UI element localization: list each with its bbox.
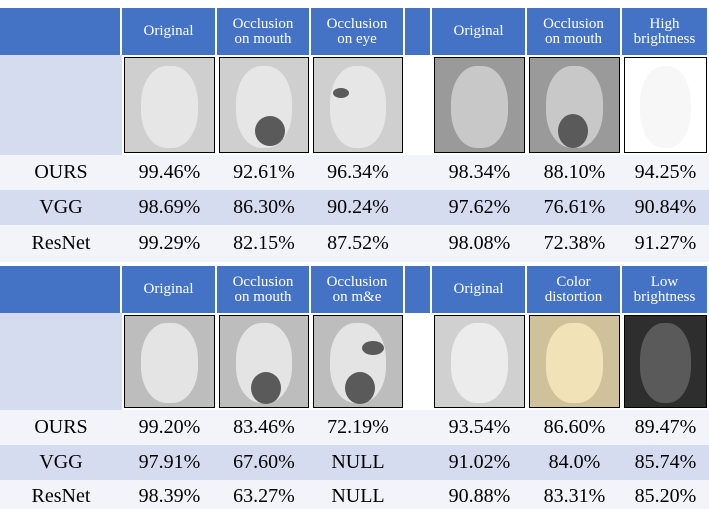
value-cell: 91.02% bbox=[432, 445, 527, 480]
column-header: High brightness bbox=[622, 8, 709, 55]
value-cell: 86.60% bbox=[527, 410, 622, 445]
row-label: ResNet bbox=[0, 480, 122, 509]
value-cell: 93.54% bbox=[432, 410, 527, 445]
row-label: OURS bbox=[0, 155, 122, 190]
value-cell: 85.20% bbox=[622, 480, 709, 509]
face-image bbox=[434, 315, 525, 408]
face-image bbox=[124, 315, 215, 408]
column-header: Color distortion bbox=[527, 266, 622, 313]
header-cell bbox=[0, 266, 122, 313]
value-cell: 63.27% bbox=[217, 480, 311, 509]
face-head bbox=[640, 323, 692, 403]
value-cell: 76.61% bbox=[527, 190, 622, 225]
value-cell: 87.52% bbox=[311, 225, 405, 262]
header-cell bbox=[0, 8, 122, 55]
column-header: Occlusion on mouth bbox=[527, 8, 622, 55]
occlusion bbox=[345, 372, 375, 404]
face-image bbox=[434, 57, 525, 153]
value-cell: 89.47% bbox=[622, 410, 709, 445]
value-cell: 84.0% bbox=[527, 445, 622, 480]
column-header: Occlusion on mouth bbox=[217, 266, 311, 313]
value-cell: NULL bbox=[311, 445, 405, 480]
header-cell bbox=[405, 266, 432, 313]
value-cell: 99.20% bbox=[122, 410, 217, 445]
value-cell: 92.61% bbox=[217, 155, 311, 190]
face-image bbox=[313, 57, 403, 153]
row-label: ResNet bbox=[0, 225, 122, 262]
value-cell: 90.24% bbox=[311, 190, 405, 225]
face-head bbox=[451, 323, 508, 403]
value-cell: 98.08% bbox=[432, 225, 527, 262]
value-cell: 90.84% bbox=[622, 190, 709, 225]
value-cell: 98.69% bbox=[122, 190, 217, 225]
value-cell: 98.39% bbox=[122, 480, 217, 509]
face-image bbox=[124, 57, 215, 153]
face-head bbox=[640, 66, 692, 149]
column-header: Occlusion on mouth bbox=[217, 8, 311, 55]
value-cell: 97.62% bbox=[432, 190, 527, 225]
face-image bbox=[529, 57, 620, 153]
column-header: Original bbox=[432, 8, 527, 55]
value-cell: 91.27% bbox=[622, 225, 709, 262]
value-cell: 96.34% bbox=[311, 155, 405, 190]
row-label: OURS bbox=[0, 410, 122, 445]
face-head bbox=[141, 66, 198, 149]
face-head bbox=[451, 66, 508, 149]
face-head bbox=[546, 323, 603, 403]
image-row-label bbox=[0, 313, 122, 410]
face-image bbox=[219, 57, 309, 153]
image-row-label bbox=[0, 55, 122, 155]
face-image bbox=[219, 315, 309, 408]
column-header: Original bbox=[122, 266, 217, 313]
value-cell: 98.34% bbox=[432, 155, 527, 190]
column-header: Low brightness bbox=[622, 266, 709, 313]
value-cell: 99.29% bbox=[122, 225, 217, 262]
row-label: VGG bbox=[0, 190, 122, 225]
row-label: VGG bbox=[0, 445, 122, 480]
value-cell: 67.60% bbox=[217, 445, 311, 480]
column-header: Occlusion on m&e bbox=[311, 266, 405, 313]
face-image bbox=[529, 315, 620, 408]
occlusion bbox=[251, 372, 281, 404]
value-cell: 83.46% bbox=[217, 410, 311, 445]
face-head bbox=[330, 66, 386, 149]
value-cell: 99.46% bbox=[122, 155, 217, 190]
value-cell: 90.88% bbox=[432, 480, 527, 509]
value-cell: 88.10% bbox=[527, 155, 622, 190]
face-image bbox=[624, 57, 707, 153]
value-cell: 85.74% bbox=[622, 445, 709, 480]
value-cell: 94.25% bbox=[622, 155, 709, 190]
value-cell: 72.38% bbox=[527, 225, 622, 262]
face-image bbox=[313, 315, 403, 408]
table-figure: OriginalOcclusion on mouthOcclusion on e… bbox=[0, 0, 709, 509]
value-cell: 72.19% bbox=[311, 410, 405, 445]
face-head bbox=[141, 323, 198, 403]
value-cell: 82.15% bbox=[217, 225, 311, 262]
value-cell: 97.91% bbox=[122, 445, 217, 480]
value-cell: 83.31% bbox=[527, 480, 622, 509]
face-image bbox=[624, 315, 707, 408]
column-header: Occlusion on eye bbox=[311, 8, 405, 55]
value-cell: NULL bbox=[311, 480, 405, 509]
value-cell: 86.30% bbox=[217, 190, 311, 225]
header-cell bbox=[405, 8, 432, 55]
column-header: Original bbox=[432, 266, 527, 313]
column-header: Original bbox=[122, 8, 217, 55]
